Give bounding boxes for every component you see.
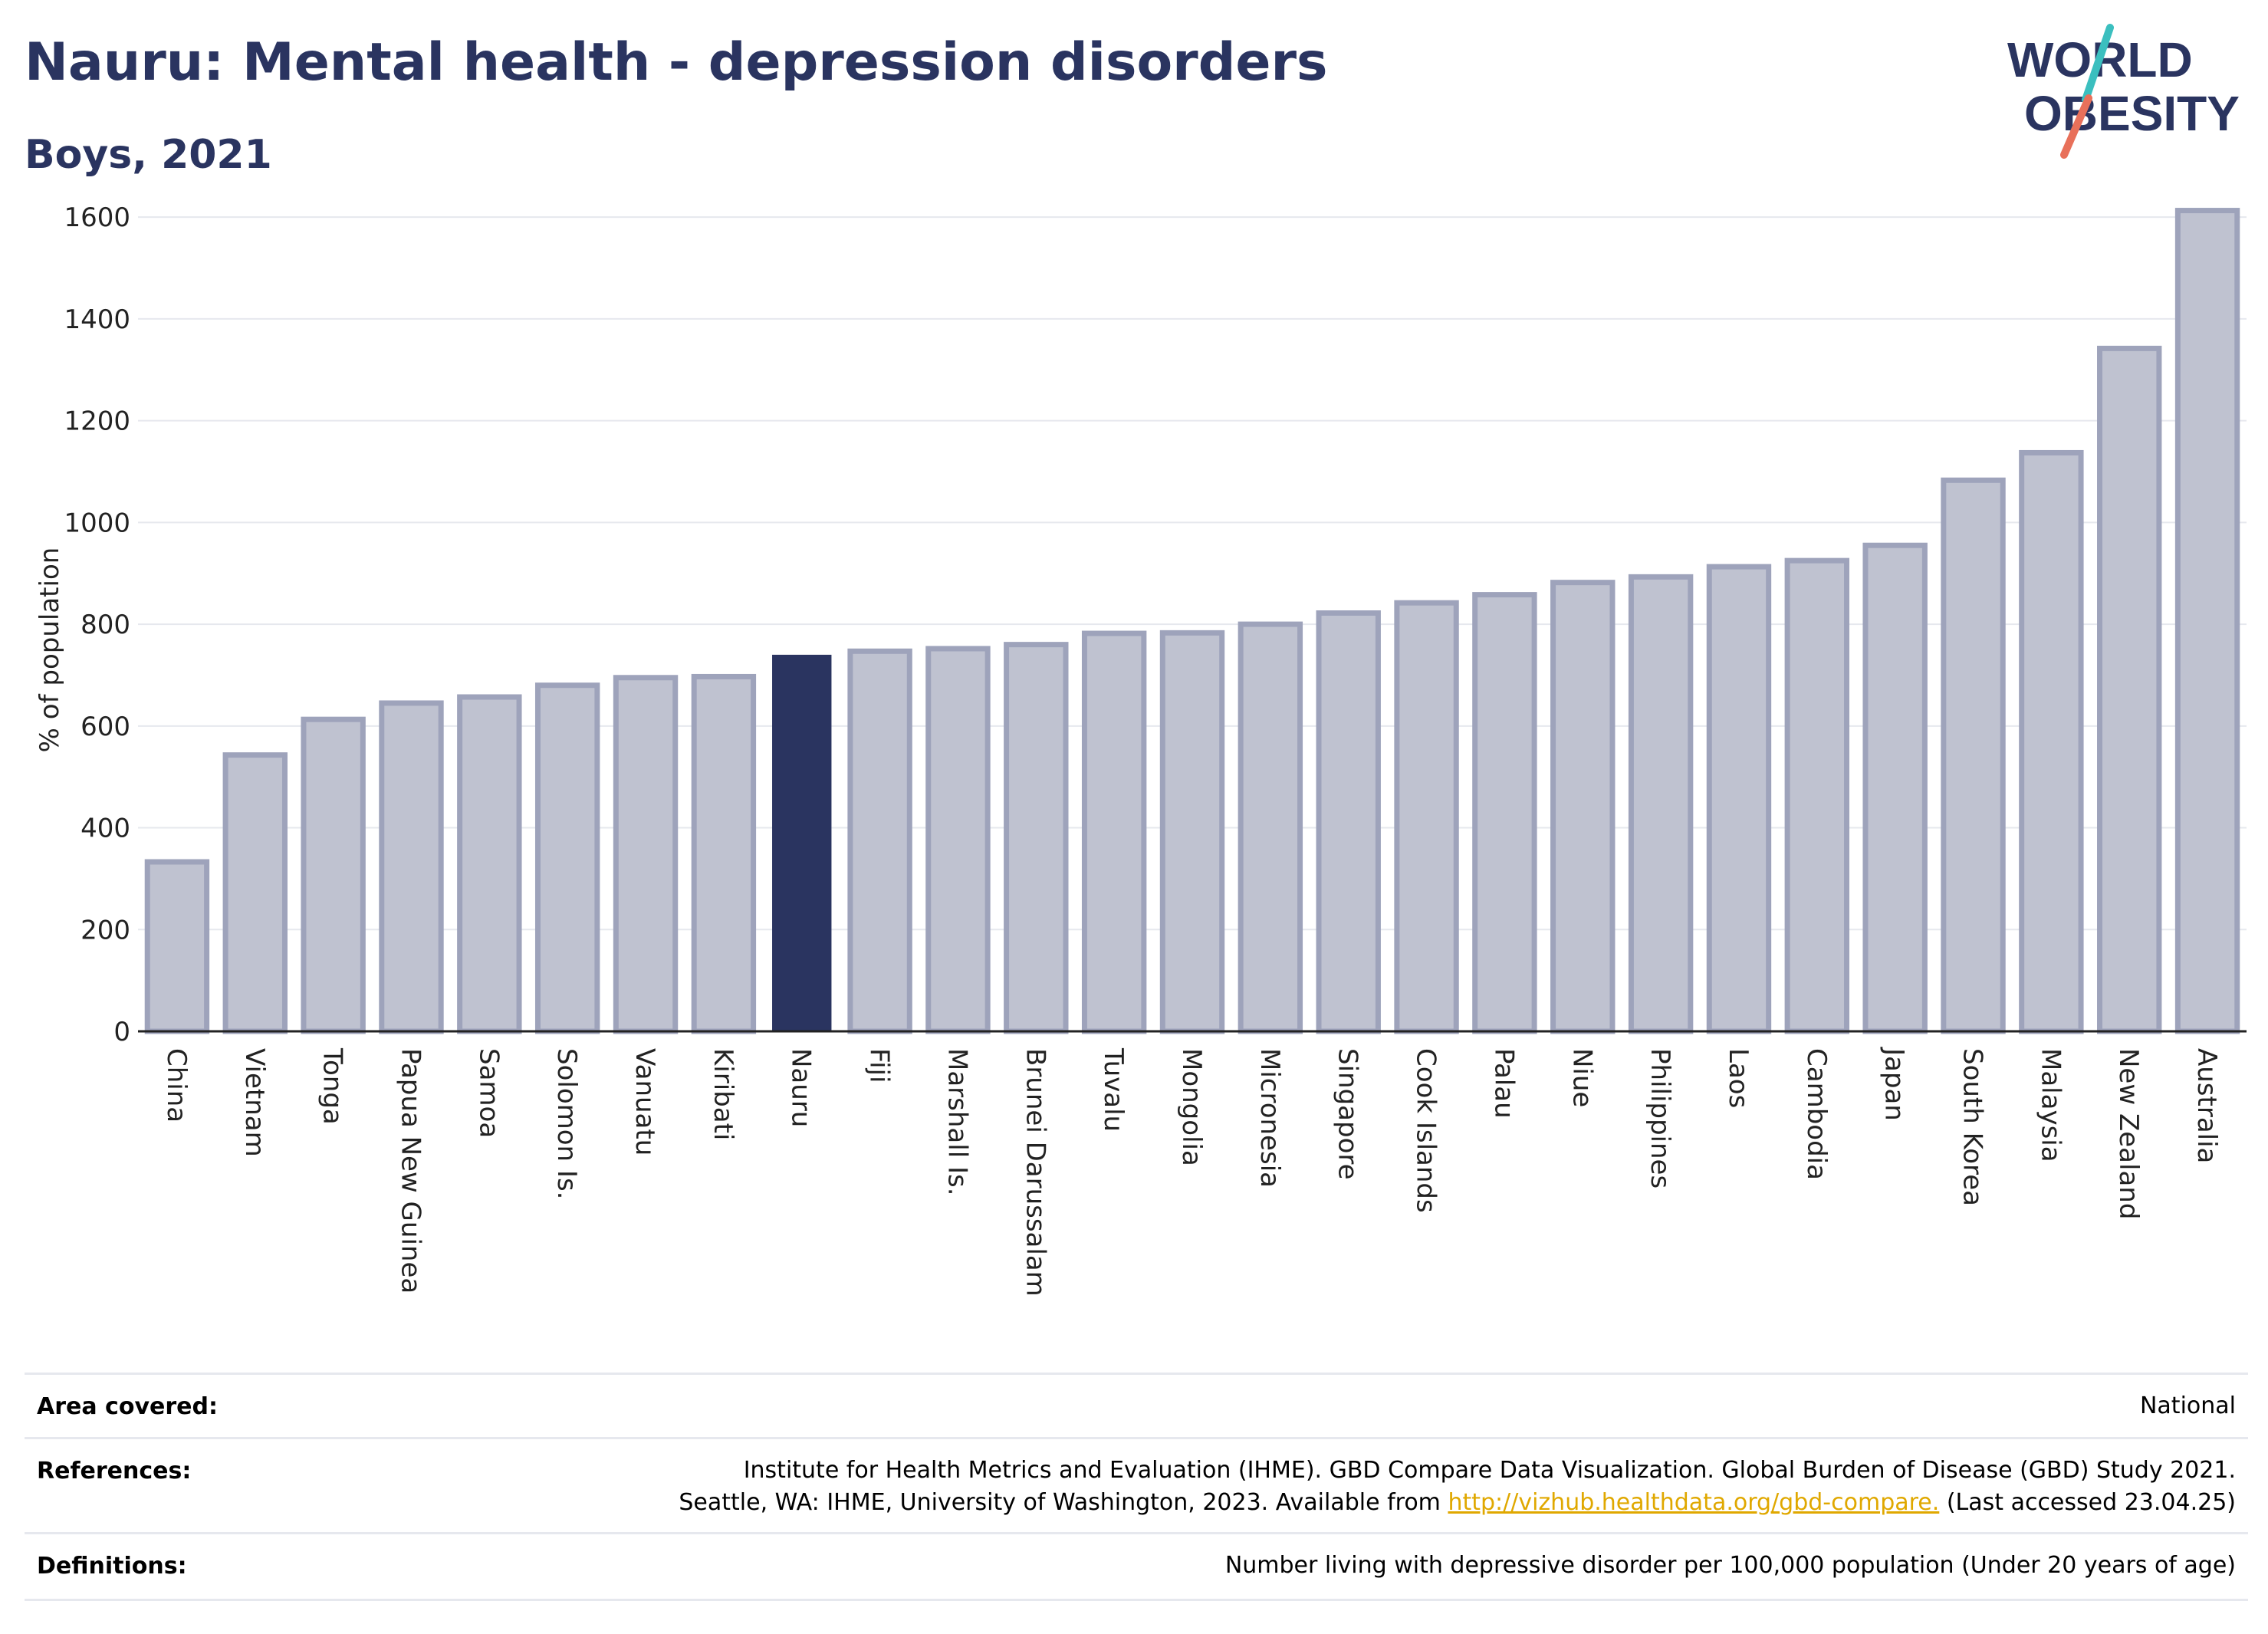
x-tick-label: China <box>161 1048 192 1123</box>
x-axis-ticks: China Vietnam Tonga Papua New Guinea Samoa So… <box>161 1047 2222 1297</box>
x-tick-label: Marshall Is. <box>942 1048 972 1196</box>
references-link[interactable]: http://vizhub.healthdata.org/gbd-compare… <box>1448 1489 1940 1516</box>
y-tick-label: 0 <box>113 1017 130 1047</box>
x-tick-label: Papua New Guinea <box>395 1048 426 1294</box>
y-tick-label: 800 <box>81 610 130 640</box>
x-tick-label: Cambodia <box>1801 1048 1832 1180</box>
y-axis-label: % of population <box>35 547 65 753</box>
bar-solomon-is-[interactable] <box>534 682 600 1034</box>
bar-new-zealand[interactable] <box>2097 345 2162 1034</box>
x-tick-label: South Korea <box>1957 1048 1988 1206</box>
y-axis-ticks: 0 200 400 600 800 1000 1200 1400 1600 <box>64 202 130 1047</box>
x-tick-label: Australia <box>2191 1048 2222 1163</box>
world-obesity-logo: WORLD OBESITY <box>2007 24 2240 159</box>
x-tick-label: New Zealand <box>2113 1048 2144 1219</box>
bar-chart: 0 200 400 600 800 1000 1200 1400 1600 China Vietn… <box>35 202 2247 1297</box>
info-row-definitions: Definitions: Number living with depressi… <box>25 1532 2248 1601</box>
bar-mongolia[interactable] <box>1159 630 1225 1034</box>
x-tick-label: Malaysia <box>2035 1048 2066 1162</box>
bar-vanuatu[interactable] <box>613 675 679 1034</box>
x-tick-label: Micronesia <box>1254 1048 1285 1188</box>
definitions-value: Number living with depressive disorder p… <box>1224 1552 2236 1579</box>
bar-cambodia[interactable] <box>1784 557 1850 1034</box>
y-tick-label: 1200 <box>64 406 130 437</box>
bars <box>144 208 2240 1034</box>
chart-subtitle: Boys, 2021 <box>25 132 272 178</box>
x-tick-label: Vanuatu <box>629 1048 660 1156</box>
logo-text-obesity: OBESITY <box>2024 86 2240 141</box>
bar-laos[interactable] <box>1706 564 1772 1034</box>
x-tick-label: Nauru <box>786 1048 817 1127</box>
x-tick-label: Fiji <box>864 1048 895 1083</box>
bar-palau[interactable] <box>1472 592 1537 1034</box>
bar-micronesia[interactable] <box>1238 621 1303 1034</box>
x-tick-label: Laos <box>1723 1048 1754 1108</box>
logo-slash-coral <box>2060 94 2092 159</box>
bar-china[interactable] <box>144 859 210 1034</box>
definitions-label: Definitions: <box>37 1553 187 1580</box>
y-tick-label: 1000 <box>64 508 130 538</box>
x-tick-label: Solomon Is. <box>551 1048 582 1199</box>
references-line2-suffix: (Last accessed 23.04.25) <box>1939 1489 2236 1516</box>
bar-kiribati[interactable] <box>691 673 757 1034</box>
bar-nauru[interactable] <box>772 654 832 1031</box>
x-tick-label: Brunei Darussalam <box>1020 1048 1050 1297</box>
area-label: Area covered: <box>37 1393 218 1420</box>
y-tick-label: 200 <box>81 915 130 945</box>
chart-title: Nauru: Mental health - depression disord… <box>25 32 1328 93</box>
bar-south-korea[interactable] <box>1941 477 2006 1034</box>
x-tick-label: Palau <box>1488 1048 1519 1119</box>
bar-papua-new-guinea[interactable] <box>379 700 444 1034</box>
x-tick-label: Tuvalu <box>1098 1047 1129 1132</box>
bar-cook-islands[interactable] <box>1394 600 1459 1034</box>
references-label: References: <box>37 1458 192 1484</box>
area-value: National <box>2139 1392 2236 1419</box>
x-tick-label: Singapore <box>1333 1048 1363 1180</box>
bar-marshall-is-[interactable] <box>925 646 991 1034</box>
x-tick-label: Vietnam <box>239 1048 270 1157</box>
references-value: Institute for Health Metrics and Evaluat… <box>679 1455 2236 1519</box>
x-tick-label: Samoa <box>473 1048 504 1138</box>
x-tick-label: Tonga <box>317 1047 348 1125</box>
x-tick-label: Cook Islands <box>1411 1048 1441 1213</box>
x-tick-label: Mongolia <box>1176 1048 1207 1166</box>
bar-philippines[interactable] <box>1628 574 1694 1034</box>
info-row-area: Area covered: National <box>25 1373 2248 1439</box>
info-row-references: References: Institute for Health Metrics… <box>25 1437 2248 1534</box>
logo-slash-teal <box>2082 24 2114 104</box>
y-tick-label: 1600 <box>64 202 130 233</box>
bar-brunei-darussalam[interactable] <box>1004 642 1069 1034</box>
y-tick-label: 1400 <box>64 304 130 335</box>
y-tick-label: 600 <box>81 712 130 742</box>
x-tick-label: Kiribati <box>708 1048 738 1140</box>
x-tick-label: Niue <box>1566 1048 1597 1107</box>
x-tick-label: Japan <box>1879 1047 1910 1121</box>
bar-australia[interactable] <box>2174 208 2240 1034</box>
x-tick-label: Philippines <box>1645 1048 1675 1189</box>
bar-vietnam[interactable] <box>222 752 288 1034</box>
bar-japan[interactable] <box>1862 542 1928 1034</box>
bar-samoa[interactable] <box>457 694 522 1034</box>
bar-niue[interactable] <box>1550 580 1616 1034</box>
bar-fiji[interactable] <box>847 648 912 1034</box>
references-line2: Seattle, WA: IHME, University of Washing… <box>679 1487 2236 1519</box>
bar-malaysia[interactable] <box>2019 449 2084 1034</box>
bar-singapore[interactable] <box>1316 610 1381 1034</box>
references-line1: Institute for Health Metrics and Evaluat… <box>743 1457 2236 1484</box>
y-tick-label: 400 <box>81 814 130 844</box>
references-line2-prefix: Seattle, WA: IHME, University of Washing… <box>679 1489 1448 1516</box>
bar-tonga[interactable] <box>301 716 366 1034</box>
bar-tuvalu[interactable] <box>1081 630 1147 1034</box>
